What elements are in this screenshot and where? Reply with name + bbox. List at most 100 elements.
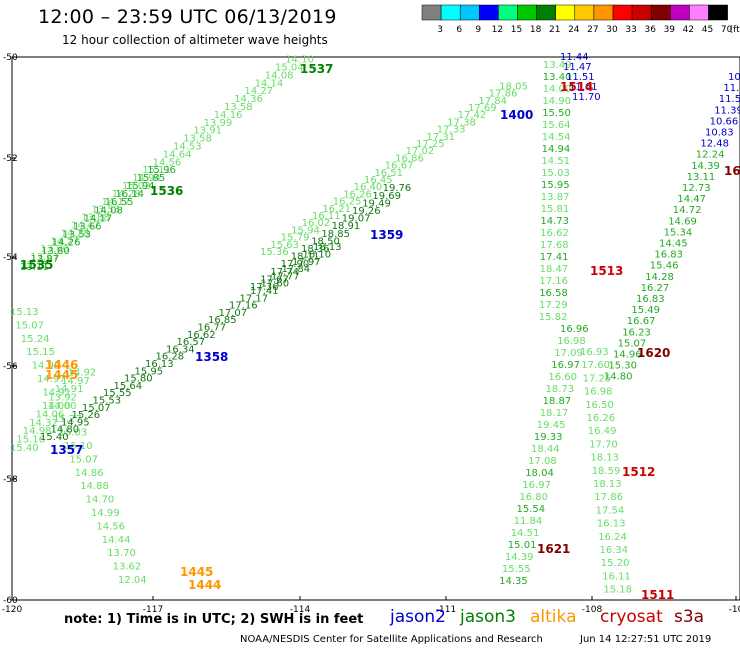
wave-height-reading: 11.70 [572, 92, 601, 103]
wave-height-reading: 11.47 [563, 62, 592, 73]
wave-height-reading: 14.17 [84, 213, 113, 224]
legend-jason2: jason2 [390, 607, 446, 627]
wave-height-reading: 14.28 [112, 189, 141, 200]
wave-height-reading: 12.48 [700, 139, 729, 150]
wave-height-reading: 15.16 [16, 435, 45, 446]
wave-height-reading: 19.26 [352, 206, 381, 217]
wave-height-reading: 14.00 [543, 84, 572, 95]
wave-height-reading: 14.69 [668, 216, 697, 227]
wave-height-reading: 16.28 [156, 352, 185, 363]
wave-height-reading: 17.77 [271, 271, 300, 282]
wave-height-reading: 15.01 [508, 540, 537, 551]
wave-height-reading: 11.55 [719, 94, 740, 105]
wave-height-reading: 16.62 [187, 330, 216, 341]
wave-height-reading: 16.77 [198, 323, 227, 334]
wave-height-reading: 17.68 [540, 240, 569, 251]
colorbar-label: 42 [683, 25, 694, 35]
wave-height-reading: 16.85 [208, 315, 237, 326]
pass-time-label: 16 [724, 164, 740, 178]
wave-height-reading: 17.08 [528, 456, 557, 467]
wave-height-reading: 14.90 [542, 96, 571, 107]
wave-height-reading: 16.51 [374, 168, 403, 179]
wave-height-reading: 18.87 [543, 396, 572, 407]
wave-height-reading: 14.35 [499, 576, 528, 587]
colorbar-label: 70 [721, 25, 733, 35]
wave-height-reading: 15.50 [542, 108, 571, 119]
wave-height-reading: 17.41 [250, 286, 279, 297]
wave-height-reading: 16.11 [312, 211, 341, 222]
wave-height-reading: 16.97 [551, 360, 580, 371]
colorbar-label: 9 [475, 25, 481, 35]
wave-height-reading: 17.42 [458, 110, 487, 121]
wave-height-reading: 15.24 [21, 334, 50, 345]
wave-height-reading: 19.07 [342, 214, 371, 225]
wave-height-reading: 17.25 [416, 139, 445, 150]
wave-height-reading: 17.33 [437, 125, 466, 136]
wave-height-reading: 15.15 [26, 347, 55, 358]
wave-height-reading: 14.70 [86, 495, 115, 506]
wave-height-reading: 15.82 [539, 312, 568, 323]
wave-height-reading: 15.20 [601, 558, 630, 569]
wave-height-reading: 13.49 [543, 60, 572, 71]
wave-height-reading: 15.36 [260, 247, 289, 258]
wave-height-reading: 14.00 [48, 401, 77, 412]
colorbar-label: 30 [606, 25, 618, 35]
wave-height-reading: 16.14 [115, 189, 144, 200]
wave-height-reading: 14.88 [80, 481, 109, 492]
wave-height-reading: 13.53 [91, 205, 120, 216]
wave-height-reading: 19.69 [372, 191, 401, 202]
wave-height-reading: 17.90 [281, 259, 310, 270]
wave-height-reading: 19.49 [362, 198, 391, 209]
wave-height-reading: 18.91 [332, 221, 361, 232]
wave-height-reading: 18.50 [311, 236, 340, 247]
x-tick-label: -10 [729, 605, 740, 615]
wave-height-reading: 16.83 [654, 250, 683, 261]
wave-height-reading: 16.27 [641, 283, 670, 294]
wave-height-reading: 13.11 [20, 262, 49, 273]
wave-height-reading: 14.14 [255, 78, 284, 89]
wave-height-reading: 16.80 [519, 492, 548, 503]
wave-height-reading: 13.11 [687, 172, 716, 183]
wave-height-reading: 15.07 [618, 338, 647, 349]
colorbar-swatch [708, 4, 728, 21]
wave-height-reading: 14.06 [36, 409, 65, 420]
y-tick-label: -50 [3, 53, 18, 63]
wave-height-reading: 16.58 [539, 288, 568, 299]
wave-height-reading: 16.60 [548, 372, 577, 383]
wave-height-reading: 12.73 [682, 183, 711, 194]
wave-height-reading: 14.45 [659, 239, 688, 250]
colorbar-label: 45 [702, 25, 713, 35]
pass-time-label: 1358 [195, 350, 228, 364]
wave-height-reading: 13.87 [541, 192, 570, 203]
wave-height-reading: 13.58 [183, 134, 212, 145]
pass-time-label: 1514 [560, 80, 593, 94]
wave-height-reading: 14.16 [214, 110, 243, 121]
wave-height-reading: 16.26 [343, 189, 372, 200]
pass-labels: 1537153615351446144514441445135813571359… [20, 62, 740, 602]
legend-s3a: s3a [674, 607, 705, 627]
wave-height-reading: 14.97 [37, 374, 66, 385]
wave-height-reading: 14.54 [542, 132, 571, 143]
wave-height-reading: 18.13 [593, 479, 622, 490]
wave-height-reading: 16.23 [622, 327, 651, 338]
wave-height-reading: 14.47 [677, 194, 706, 205]
wave-height-reading: 13.58 [224, 102, 253, 113]
wave-height-reading: 16.98 [584, 387, 613, 398]
wave-height-reading: 17.84 [478, 96, 507, 107]
wave-height-reading: 14.97 [61, 376, 90, 387]
wave-height-reading: 13.87 [31, 254, 60, 265]
wave-height-reading: 14.51 [511, 528, 540, 539]
x-tick-label: -111 [436, 605, 456, 615]
wave-height-reading: 18.44 [531, 444, 560, 455]
wave-height-reading: 12.24 [696, 150, 725, 161]
wave-height-reading: 14.92 [32, 361, 61, 372]
wave-height-reading: 13.62 [113, 562, 142, 573]
wave-height-reading: 16.24 [598, 532, 627, 543]
wave-height-reading: 15.03 [541, 168, 570, 179]
y-tick-label: -60 [3, 596, 18, 606]
map-title: 12:00 – 23:59 UTC 06/13/2019 [38, 6, 337, 28]
wave-height-reading: 15.46 [650, 261, 679, 272]
wave-height-reading: 14.92 [68, 367, 97, 378]
wave-height-reading: 15.40 [40, 432, 69, 443]
